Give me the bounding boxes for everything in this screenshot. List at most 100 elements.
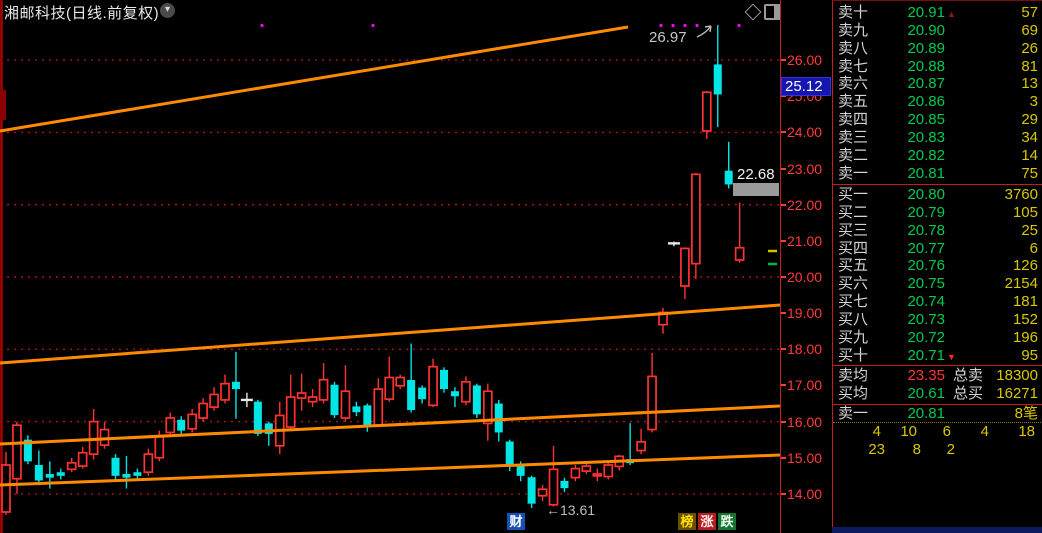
sell-row-卖一[interactable]: 卖一 20.81 75 — [833, 165, 1042, 183]
ob-level-label: 买五 — [838, 257, 869, 275]
sell-row-卖二[interactable]: 卖二 20.82 14 — [833, 147, 1042, 165]
sell-row-卖五[interactable]: 卖五 20.86 3 — [833, 93, 1042, 111]
queue-count: 18 — [1018, 423, 1035, 440]
sell-row-卖十[interactable]: 卖十 20.91 ▲ 57 — [833, 4, 1042, 22]
badge-跌[interactable]: 跌 — [718, 513, 736, 530]
ob-price: 20.71 — [907, 346, 945, 364]
chart-canvas[interactable] — [0, 0, 780, 533]
ob-volume: 29 — [1021, 111, 1038, 129]
up-candle — [296, 392, 307, 399]
down-candle — [330, 384, 339, 416]
bottom-status-strip — [832, 527, 1042, 533]
badge-财[interactable]: 财 — [507, 513, 525, 530]
ob-level-label: 买九 — [838, 328, 869, 346]
trend-line — [0, 303, 780, 365]
ob-price: 20.86 — [907, 93, 945, 111]
magenta-dot — [737, 23, 741, 28]
buy-row-买五[interactable]: 买五 20.76 126 — [833, 257, 1042, 275]
sell-row-卖六[interactable]: 卖六 20.87 13 — [833, 75, 1042, 93]
axis-tick — [781, 276, 786, 278]
ob-price: 20.89 — [907, 39, 945, 57]
panel-split-icon[interactable] — [764, 4, 781, 20]
last-trade-count: 8笔 — [1014, 405, 1038, 422]
down-candle — [34, 464, 43, 481]
ob-price: 20.87 — [907, 75, 945, 93]
down-candle — [418, 387, 427, 400]
down-candle — [264, 423, 273, 434]
sell-row-卖九[interactable]: 卖九 20.90 69 — [833, 22, 1042, 40]
up-candle — [680, 247, 690, 287]
ob-volume: 34 — [1021, 128, 1038, 146]
ob-volume: 25 — [1021, 221, 1038, 239]
up-candle — [537, 488, 548, 497]
down-candle — [713, 64, 722, 95]
buy-row-买九[interactable]: 买九 20.72 196 — [833, 329, 1042, 347]
axis-tick — [781, 59, 786, 62]
up-candle — [428, 365, 438, 407]
avg-price: 20.61 — [907, 385, 945, 402]
panel-separator — [833, 183, 1042, 185]
buy-row-买六[interactable]: 买六 20.75 2154 — [833, 275, 1042, 293]
chart-title: 湘邮科技(日线.前复权) — [4, 5, 160, 22]
buy-row-买四[interactable]: 买四 20.77 6 — [833, 240, 1042, 258]
buy-row-买二[interactable]: 买二 20.79 105 — [833, 204, 1042, 222]
queue-count: 4 — [872, 423, 881, 440]
sell-row-卖四[interactable]: 卖四 20.85 29 — [833, 111, 1042, 129]
ob-volume: 75 — [1021, 164, 1038, 182]
buy-row-买七[interactable]: 买七 20.74 181 — [833, 293, 1042, 311]
queue-count: 8 — [912, 441, 921, 458]
down-candle — [45, 474, 54, 478]
axis-tick — [781, 131, 786, 134]
trend-line — [0, 453, 780, 487]
down-candle — [177, 419, 186, 431]
up-candle — [285, 396, 296, 428]
sell-row-卖八[interactable]: 卖八 20.89 26 — [833, 40, 1042, 58]
axis-label: 17.00 — [787, 377, 823, 394]
up-candle — [143, 453, 154, 474]
ob-price: 20.80 — [907, 186, 945, 203]
total-label: 总买 — [953, 385, 984, 402]
ob-price: 20.76 — [907, 257, 945, 275]
magenta-dot — [371, 23, 375, 28]
trend-line — [0, 404, 780, 446]
buy-row-买三[interactable]: 买三 20.78 25 — [833, 222, 1042, 240]
buy-row-买十[interactable]: 买十 20.71 ▼ 95 — [833, 347, 1042, 365]
ob-price: 20.85 — [907, 111, 945, 129]
total-value: 18300 — [996, 367, 1038, 384]
up-candle — [1, 464, 11, 513]
magenta-dot — [671, 23, 675, 28]
axis-label: 18.00 — [787, 341, 823, 358]
peak-arrow — [696, 25, 712, 38]
ob-price: 20.74 — [907, 293, 945, 311]
buy-row-买八[interactable]: 买八 20.73 152 — [833, 311, 1042, 329]
down-candle — [440, 369, 448, 390]
sell-row-卖三[interactable]: 卖三 20.83 34 — [833, 129, 1042, 147]
ob-price: 20.72 — [907, 328, 945, 346]
badge-榜[interactable]: 榜 — [678, 513, 696, 530]
queue-count: 23 — [868, 441, 885, 458]
ob-level-label: 卖九 — [838, 21, 869, 39]
up-candle — [154, 435, 165, 459]
ob-price: 20.82 — [907, 146, 945, 164]
down-candle — [352, 406, 361, 413]
left-border-mark — [0, 90, 6, 120]
axis-tick — [781, 384, 786, 387]
up-candle — [482, 390, 493, 425]
chevron-down-icon[interactable]: ▾ — [160, 3, 175, 18]
axis-tick — [781, 348, 786, 351]
ob-volume: 126 — [1012, 257, 1038, 275]
down-candle — [407, 380, 416, 411]
sell-row-卖七[interactable]: 卖七 20.88 81 — [833, 58, 1042, 76]
down-candle — [253, 401, 262, 434]
candlestick-chart[interactable]: 湘邮科技(日线.前复权) ▾ 26.97 22.68 ←13.61 财 榜涨跌 — [0, 0, 781, 533]
axis-tick — [781, 312, 786, 315]
up-candle — [581, 465, 592, 472]
magenta-dot — [695, 23, 699, 28]
ob-price: 20.81 — [907, 164, 945, 182]
queue-count: 2 — [946, 441, 955, 458]
down-candle — [494, 403, 503, 433]
current-price-tag: 25.12 — [781, 77, 831, 96]
badge-涨[interactable]: 涨 — [698, 513, 716, 530]
axis-tick — [781, 239, 786, 242]
buy-row-买一[interactable]: 买一 20.80 3760 — [833, 186, 1042, 204]
